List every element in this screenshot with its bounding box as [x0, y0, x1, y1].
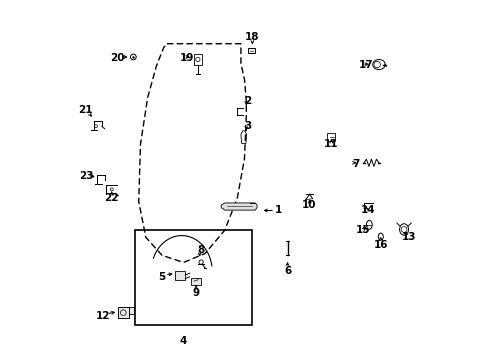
Text: 10: 10: [301, 200, 316, 210]
Text: 5: 5: [158, 272, 165, 282]
Text: 18: 18: [244, 32, 258, 41]
Text: 22: 22: [104, 193, 119, 203]
Text: 12: 12: [95, 311, 110, 321]
Text: 21: 21: [78, 105, 92, 115]
Text: 3: 3: [244, 121, 251, 131]
Text: 14: 14: [360, 206, 375, 216]
Bar: [129, 307, 133, 315]
Text: 19: 19: [180, 53, 194, 63]
Polygon shape: [221, 203, 257, 210]
Text: 20: 20: [110, 53, 124, 63]
Text: 23: 23: [79, 171, 94, 181]
Text: 4: 4: [180, 336, 187, 346]
Bar: [174, 271, 185, 280]
Text: 17: 17: [358, 60, 373, 70]
Bar: [326, 134, 334, 140]
Bar: [190, 278, 201, 285]
Bar: [135, 230, 251, 325]
Bar: [247, 48, 255, 53]
Text: 2: 2: [244, 96, 251, 106]
Text: 11: 11: [323, 139, 337, 149]
Text: 8: 8: [198, 245, 204, 255]
Bar: [193, 54, 202, 64]
Text: 7: 7: [351, 159, 359, 169]
Text: 13: 13: [402, 232, 416, 242]
Bar: [118, 307, 129, 318]
Text: 1: 1: [274, 206, 282, 216]
Text: 15: 15: [355, 225, 369, 235]
Text: 9: 9: [192, 288, 199, 298]
Text: 16: 16: [373, 239, 387, 249]
Text: 6: 6: [284, 266, 290, 276]
